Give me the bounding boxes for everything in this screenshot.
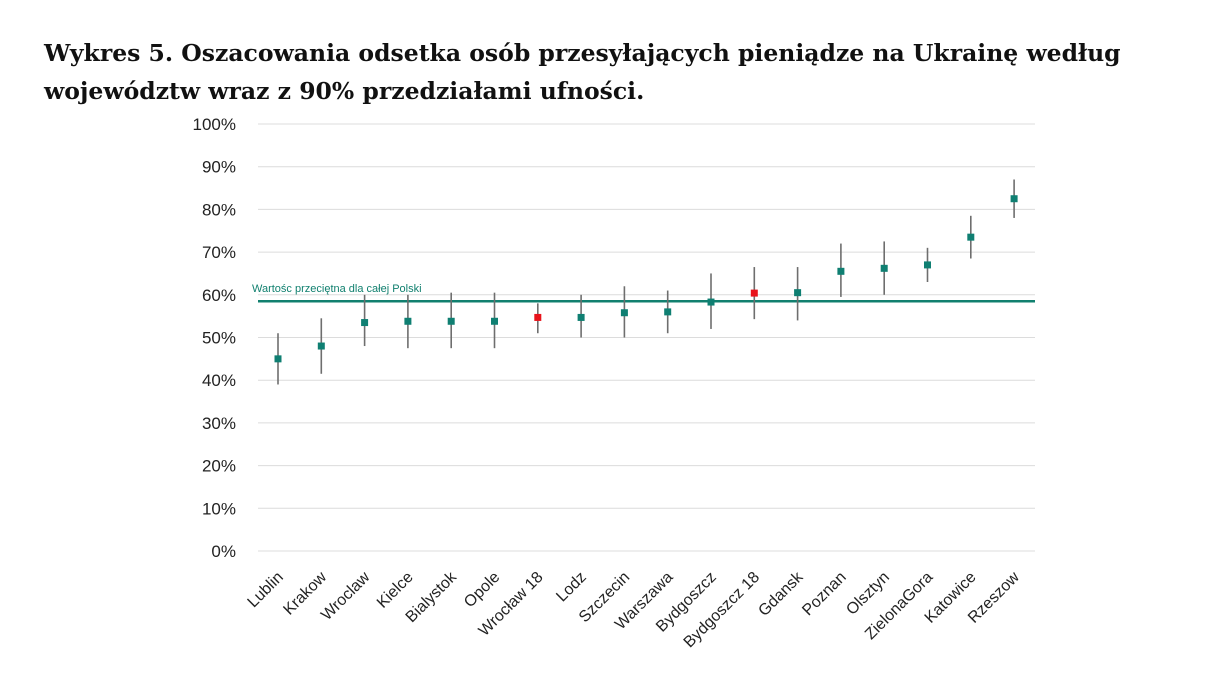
y-tick-label: 100%	[193, 115, 236, 134]
data-point	[447, 317, 455, 325]
data-point	[620, 309, 628, 317]
y-tick-label: 70%	[202, 243, 236, 262]
data-point	[274, 355, 282, 363]
x-category-label: Lodz	[553, 569, 590, 606]
data-point	[664, 308, 672, 316]
data-point	[924, 261, 931, 269]
y-tick-label: 80%	[202, 200, 236, 219]
reference-line-group: Wartośc przeciętna dla całej Polski	[252, 283, 1035, 303]
chart-title: Wykres 5. Oszacowania odsetka osób przes…	[44, 39, 1121, 105]
data-point	[404, 317, 412, 325]
x-category-label: Opole	[461, 569, 503, 611]
y-tick-label: 20%	[202, 457, 236, 476]
data-point	[534, 313, 542, 321]
y-tick-label: 60%	[202, 286, 236, 305]
y-tick-label: 50%	[202, 329, 236, 348]
error-bars	[277, 179, 1015, 385]
y-tick-label: 30%	[202, 414, 236, 433]
data-point	[491, 317, 498, 325]
grid-lines	[258, 123, 1035, 552]
x-category-label: Poznan	[799, 569, 849, 619]
data-point	[750, 289, 758, 297]
y-tick-label: 10%	[202, 499, 236, 518]
reference-line-label: Wartośc przeciętna dla całej Polski	[252, 283, 422, 295]
y-tick-label: 90%	[202, 158, 236, 177]
x-category-label: Wroclaw	[318, 568, 374, 624]
data-point	[1010, 195, 1018, 203]
data-point	[880, 264, 888, 272]
x-category-label: Gdansk	[755, 568, 807, 620]
data-point	[577, 313, 585, 321]
y-tick-label: 0%	[211, 542, 236, 561]
data-point	[707, 298, 715, 306]
data-points	[274, 195, 1018, 363]
data-point	[317, 342, 325, 350]
x-category-label: Lublin	[245, 569, 287, 611]
data-point	[794, 289, 802, 297]
x-category-label: Bydgoszcz 18	[681, 569, 764, 652]
data-point	[361, 319, 369, 327]
y-axis-tick-labels: 0% 10% 20% 30% 40% 50% 60% 70% 80% 90% 100%	[193, 115, 236, 561]
data-point	[837, 267, 845, 275]
data-point	[967, 233, 975, 241]
y-tick-label: 40%	[202, 371, 236, 390]
